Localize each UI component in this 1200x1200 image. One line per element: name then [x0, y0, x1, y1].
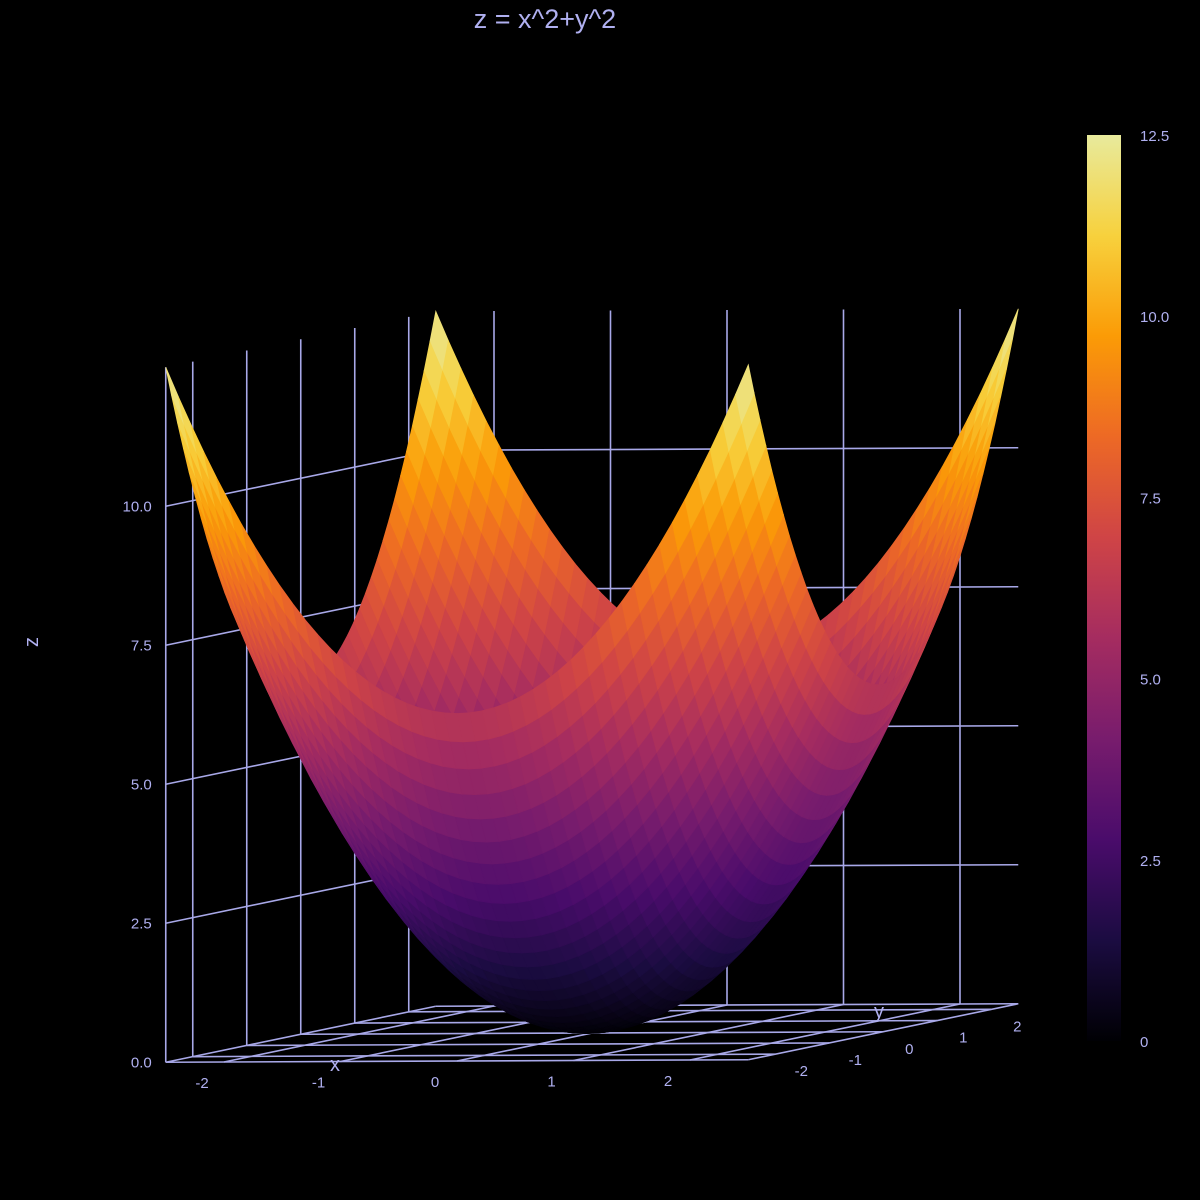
- surface-patch: [735, 363, 755, 425]
- z-tick-label: 5.0: [131, 776, 152, 793]
- x-tick-label: -2: [195, 1075, 208, 1092]
- x-tick-label: -1: [312, 1075, 325, 1092]
- colorbar-gradient: [1087, 135, 1121, 1041]
- colorbar-tick-label: 0: [1140, 1034, 1148, 1051]
- colorbar-tick-label: 2.5: [1140, 853, 1161, 870]
- z-tick-label: 2.5: [131, 915, 152, 932]
- y-tick-label: -1: [849, 1052, 862, 1069]
- x-tick-label: 0: [431, 1074, 439, 1091]
- y-axis-title: y: [874, 1001, 884, 1023]
- floor-gridline-y: [246, 1042, 830, 1047]
- floor-gridline-y: [192, 1053, 776, 1058]
- y-tick-label: 0: [905, 1041, 913, 1058]
- y-axis-line: [748, 1002, 1019, 1061]
- colorbar-tick-label: 10.0: [1140, 309, 1169, 326]
- z-tick-label: 10.0: [123, 498, 152, 515]
- colorbar: 0 2.5 5.0 7.5 10.0 12.5: [1087, 128, 1169, 1051]
- z-tick-label: 0.0: [131, 1054, 152, 1071]
- x-axis-title: x: [330, 1054, 340, 1076]
- chart-title: z = x^2+y^2: [474, 4, 616, 34]
- x-tick-label: 1: [547, 1074, 555, 1091]
- surface-mesh: [165, 308, 1019, 1035]
- z-tick-label: 7.5: [131, 637, 152, 654]
- y-tick-label: -2: [795, 1063, 808, 1080]
- y-tick-label: 2: [1013, 1018, 1021, 1035]
- colorbar-tick-label: 5.0: [1140, 672, 1161, 689]
- axis-labels: x y z -2 -1 0 1 2 -2 -1 0 1 2 0.0 2.5 5.0 7.5 10.0: [21, 498, 1021, 1092]
- sidewall-gridline-z: [165, 1005, 436, 1064]
- y-tick-label: 1: [959, 1030, 967, 1047]
- x-tick-label: 2: [664, 1073, 672, 1090]
- colorbar-tick-label: 7.5: [1140, 490, 1161, 507]
- z-axis-title: z: [21, 637, 43, 647]
- colorbar-tick-label: 12.5: [1140, 128, 1169, 145]
- floor-gridline-y: [354, 1019, 938, 1024]
- x-axis-line: [165, 1058, 749, 1064]
